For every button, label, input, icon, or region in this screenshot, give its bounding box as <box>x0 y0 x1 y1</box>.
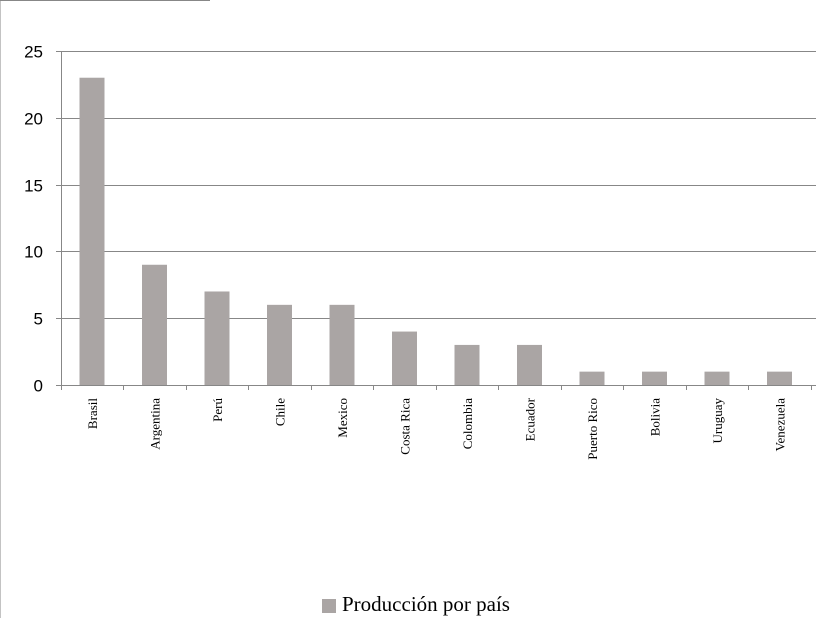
bar <box>642 371 667 385</box>
x-tick-label: Perú <box>210 398 225 422</box>
y-axis-ticks: 0 5 10 15 20 25 <box>24 43 43 396</box>
bar <box>517 344 542 385</box>
x-tick-label: Puerto Rico <box>585 398 600 460</box>
x-tick-label: Bolivia <box>648 398 663 437</box>
x-tick-label: Colombia <box>460 398 475 450</box>
bars <box>79 77 792 385</box>
bar <box>142 264 167 385</box>
x-tick-label: Costa Rica <box>398 398 413 455</box>
y-tick-label: 5 <box>34 310 43 329</box>
gridlines <box>56 51 816 386</box>
x-tick-label: Argentina <box>148 398 163 450</box>
x-axis-ticks: Brasil Argentina Perú Chile Mexico Costa Rica… <box>61 385 812 460</box>
x-tick-label: Venezuela <box>773 398 788 452</box>
legend-label: Producción por país <box>342 592 510 616</box>
y-tick-label: 20 <box>24 110 43 129</box>
bar <box>579 371 605 385</box>
x-tick-label: Ecuador <box>523 397 538 441</box>
bar <box>204 291 230 385</box>
y-tick-label: 15 <box>24 177 43 196</box>
bar <box>767 371 792 385</box>
bar <box>454 344 480 385</box>
x-tick-label: Brasil <box>85 398 100 429</box>
bar <box>267 304 292 385</box>
bar <box>79 77 105 385</box>
bar <box>329 304 355 385</box>
x-tick-label: Chile <box>273 398 288 426</box>
y-tick-label: 10 <box>24 243 43 262</box>
x-tick-label: Mexico <box>335 398 350 438</box>
legend: Producción por país <box>322 592 510 616</box>
legend-swatch <box>322 599 336 613</box>
y-tick-label: 0 <box>34 377 43 396</box>
bar <box>392 331 417 385</box>
bar <box>704 371 730 385</box>
x-tick-label: Uruguay <box>710 398 725 444</box>
y-tick-label: 25 <box>24 43 43 62</box>
chart-frame <box>0 0 210 618</box>
